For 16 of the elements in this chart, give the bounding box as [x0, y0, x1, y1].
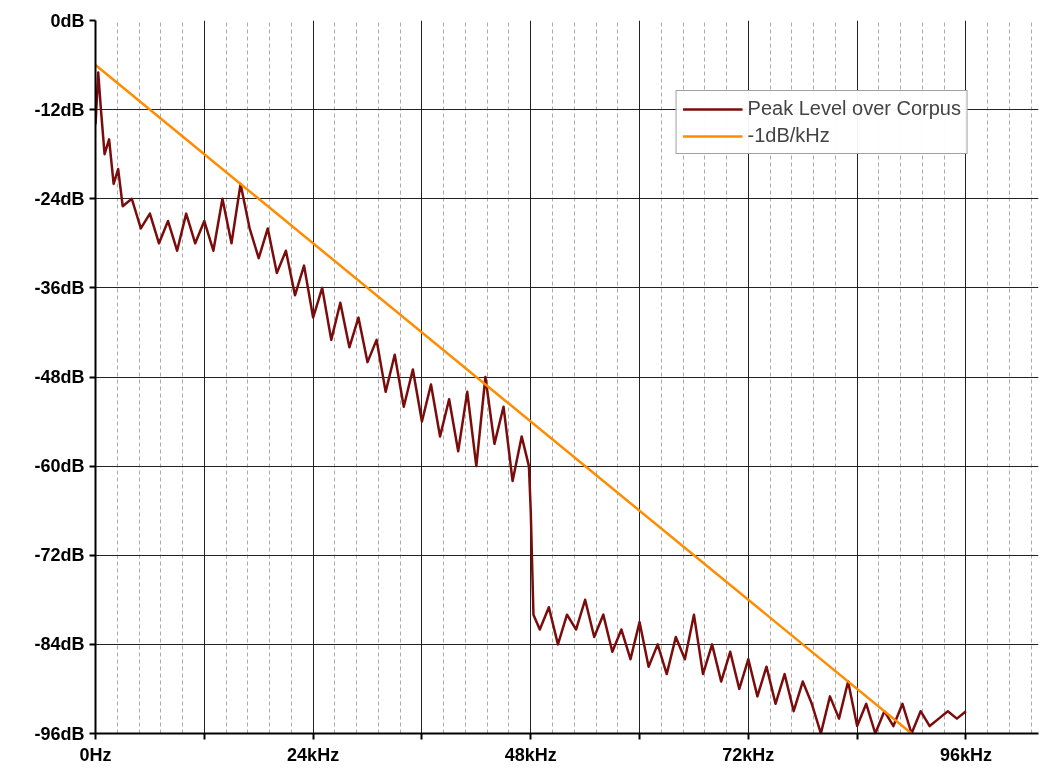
y-tick-label: -84dB — [34, 634, 85, 655]
y-tick-label: -12dB — [34, 99, 85, 120]
y-tick-label: -96dB — [34, 723, 85, 744]
legend-label: Peak Level over Corpus — [747, 97, 961, 120]
x-tick-label: 0Hz — [79, 744, 112, 765]
x-tick-label: 72kHz — [722, 744, 775, 765]
y-tick-label: -48dB — [34, 367, 85, 387]
y-tick-label: -60dB — [34, 456, 85, 477]
y-tick-label: 0dB — [50, 10, 85, 31]
x-tick-label: 24kHz — [287, 744, 340, 765]
y-tick-label: -72dB — [34, 545, 85, 566]
y-tick-label: -36dB — [34, 277, 85, 298]
legend-label: -1dB/kHz — [747, 124, 830, 147]
x-tick-label: 48kHz — [504, 744, 557, 765]
y-tick-label: -24dB — [34, 188, 85, 209]
x-tick-label: 96kHz — [939, 744, 992, 765]
